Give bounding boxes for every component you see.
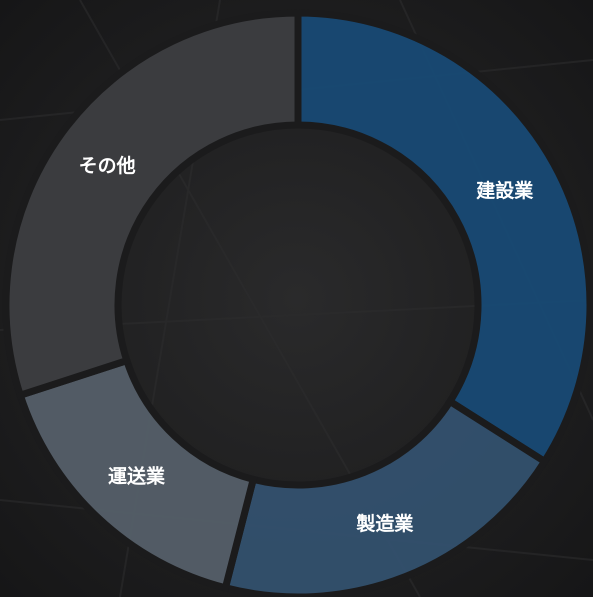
donut-segment <box>221 396 550 597</box>
donut-segment <box>2 9 302 400</box>
segment-label: 建設業 <box>476 179 534 202</box>
segment-label: 運送業 <box>108 465 166 488</box>
donut-segment <box>294 9 593 467</box>
segment-label: その他 <box>79 154 136 177</box>
segment-label: 製造業 <box>355 512 414 535</box>
